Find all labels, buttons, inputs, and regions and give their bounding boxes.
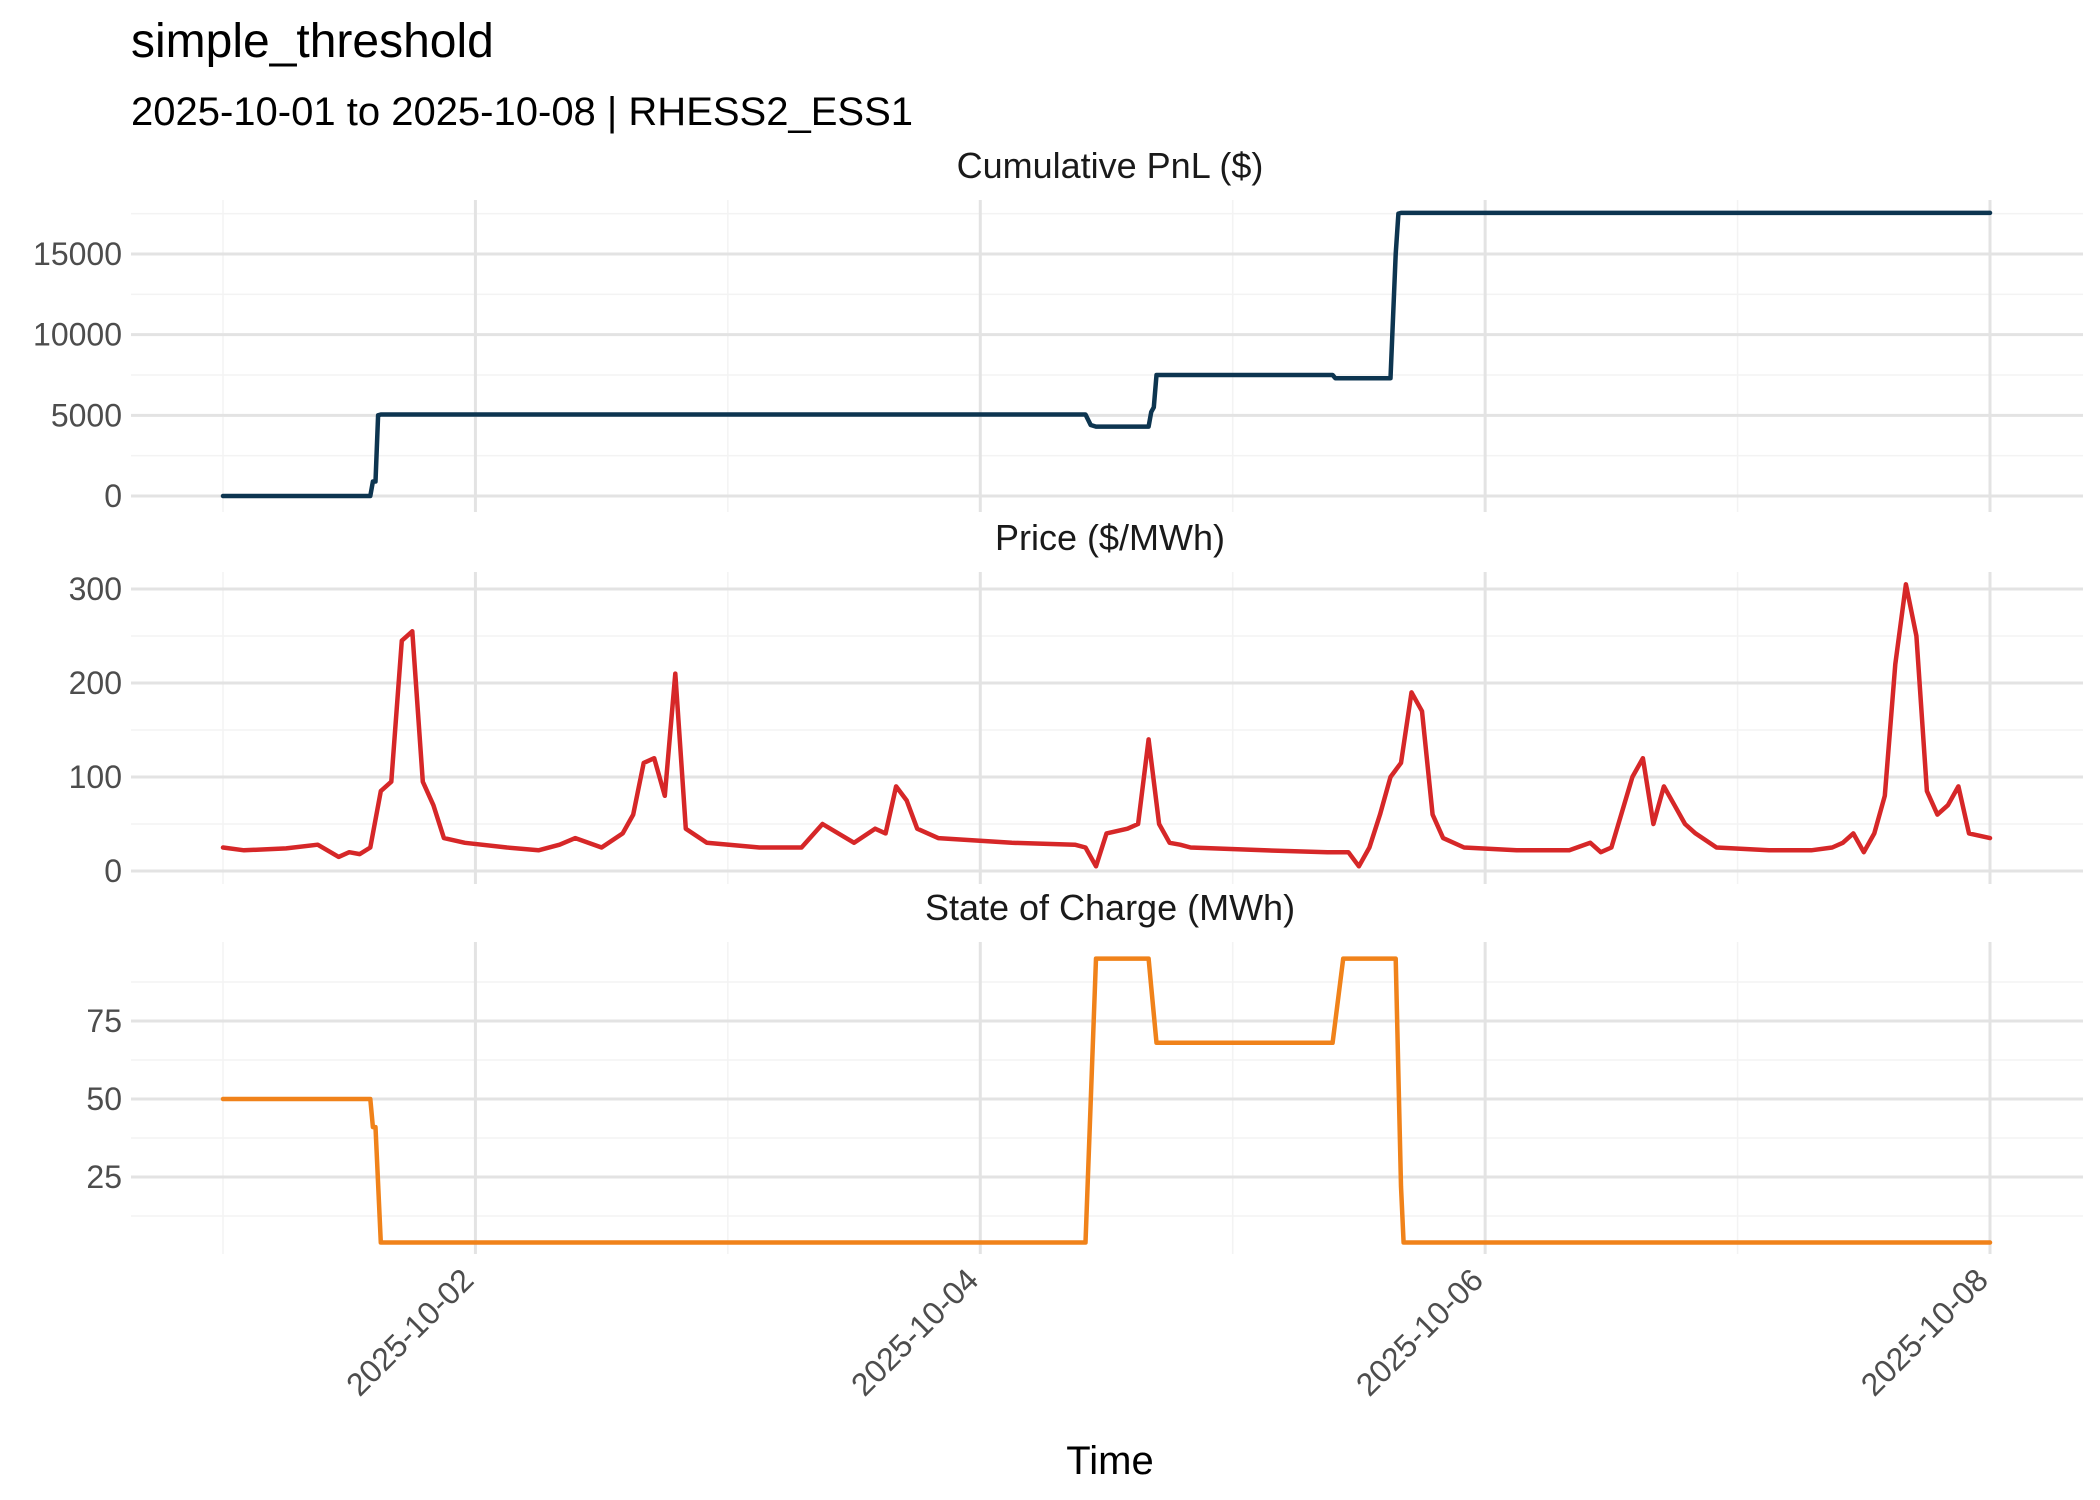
series-line [220, 582, 1993, 869]
y-tick-label: 50 [86, 1081, 122, 1117]
x-tick-label: 2025-10-08 [1854, 1261, 1995, 1402]
y-tick-label: 15000 [33, 236, 122, 272]
chart-subtitle: 2025-10-01 to 2025-10-08 | RHESS2_ESS1 [131, 90, 913, 134]
x-tick-label: 2025-10-06 [1349, 1261, 1490, 1402]
x-axis-label: Time [1066, 1439, 1153, 1483]
panel-2: 0 100 200 300 Price ($/MWh) [69, 517, 2083, 889]
panel-3: 25 50 75 State of Charge (MWh) [86, 887, 2083, 1254]
y-tick-label: 100 [69, 759, 122, 795]
series-line [220, 210, 1993, 499]
y-tick-label: 200 [69, 665, 122, 701]
y-tick-label: 300 [69, 571, 122, 607]
y-tick-label: 10000 [33, 317, 122, 353]
panel-title: State of Charge (MWh) [925, 887, 1295, 928]
panel-title: Price ($/MWh) [995, 517, 1225, 558]
y-tick-label: 0 [104, 853, 122, 889]
panel-1: 0 5000 10000 15000 Cumulative PnL ($) [33, 145, 2083, 514]
panels: 0 5000 10000 15000 Cumulative PnL ($) 0 100 200… [33, 145, 2083, 1254]
x-tick-label: 2025-10-02 [339, 1261, 480, 1402]
chart-title: simple_threshold [131, 15, 494, 68]
y-tick-label: 0 [104, 478, 122, 514]
panel-title: Cumulative PnL ($) [957, 145, 1264, 186]
x-axis: 2025-10-02 2025-10-04 2025-10-06 2025-10-08 [339, 1261, 1995, 1402]
x-tick-label: 2025-10-04 [844, 1261, 985, 1402]
y-tick-label: 25 [86, 1159, 122, 1195]
series-line [220, 956, 1993, 1245]
y-tick-label: 75 [86, 1003, 122, 1039]
y-tick-label: 5000 [51, 397, 122, 433]
